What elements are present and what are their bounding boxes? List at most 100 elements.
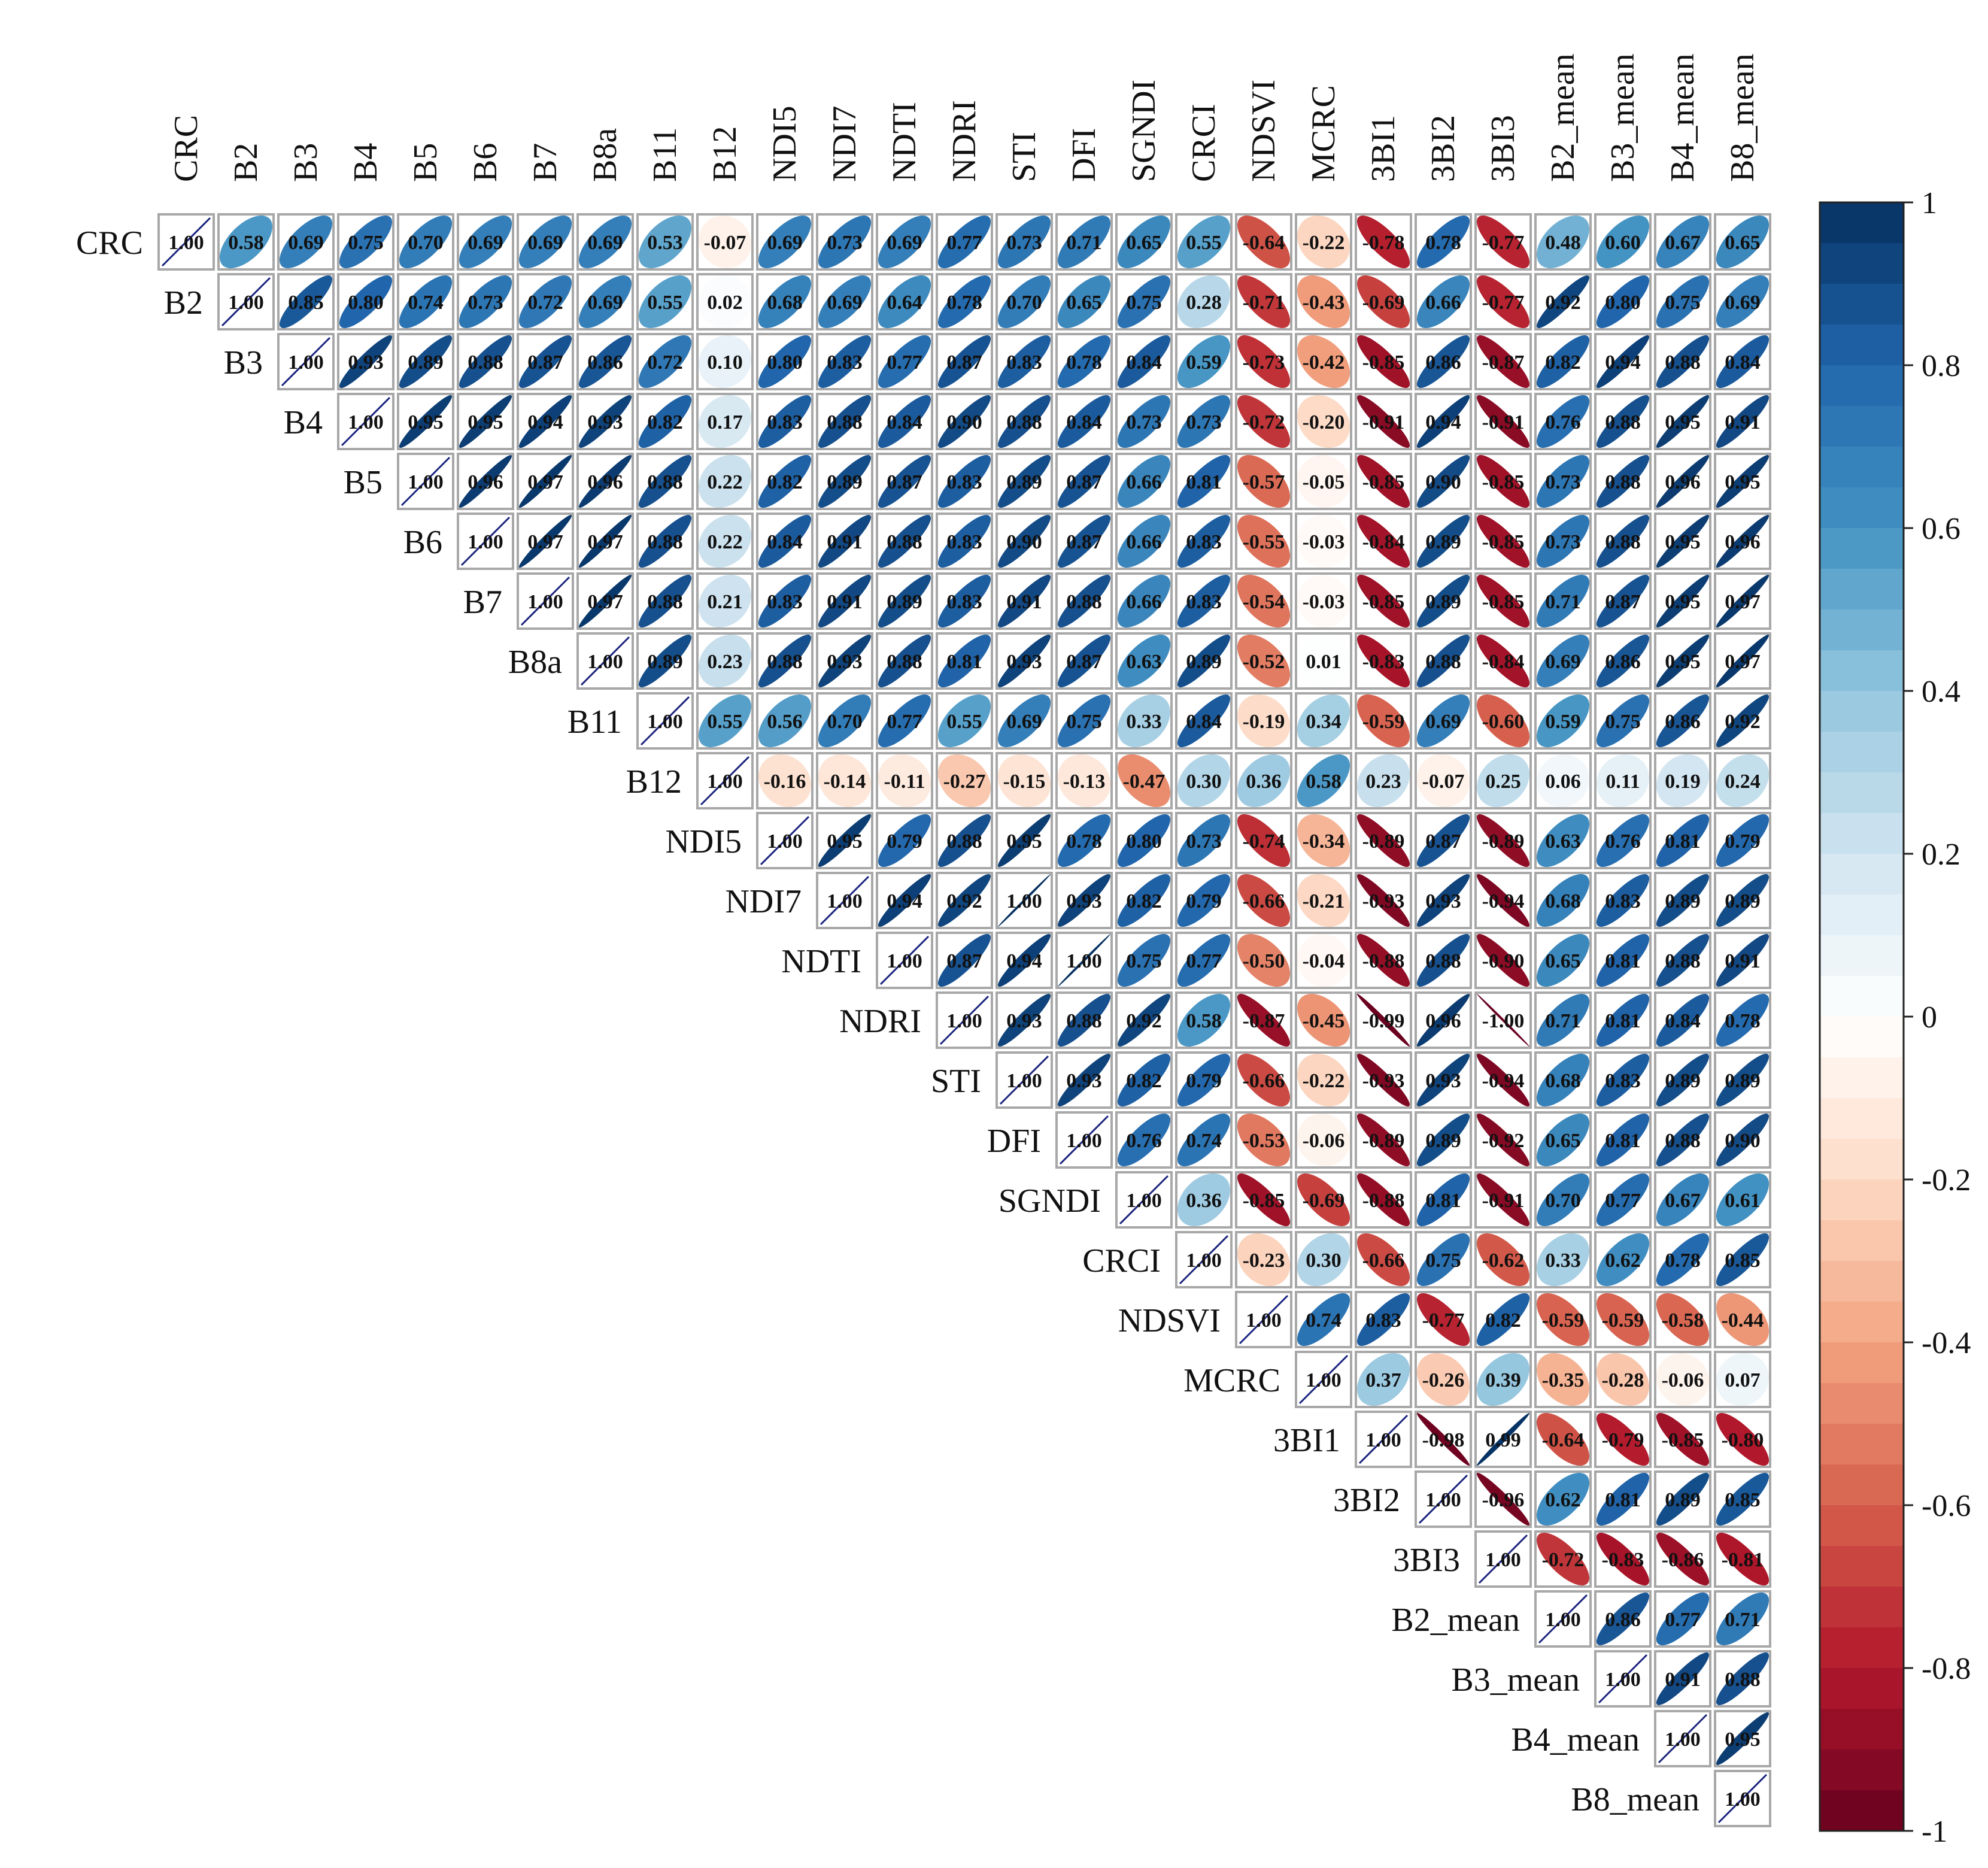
corr-value: -0.35 <box>1542 1369 1585 1391</box>
corr-cell: -0.16 <box>756 752 814 809</box>
corr-value: -0.85 <box>1362 351 1405 374</box>
row-label: NDSVI <box>1118 1302 1221 1339</box>
corr-cell: 0.87 <box>1594 572 1652 630</box>
corr-ellipse <box>1597 1173 1650 1226</box>
corr-cell: 0.74 <box>1295 1291 1352 1348</box>
corr-value: -0.06 <box>1303 1130 1345 1152</box>
corr-value: 0.91 <box>1006 591 1042 613</box>
corr-cell: 0.92 <box>1534 273 1592 330</box>
corr-cell: 0.94 <box>517 393 574 450</box>
corr-ellipse <box>1596 1233 1649 1286</box>
corr-ellipse <box>1297 215 1350 268</box>
corr-value: 0.74 <box>1186 1130 1222 1152</box>
corr-cell: 0.65 <box>1055 273 1113 330</box>
corr-value: 0.88 <box>1605 471 1641 493</box>
diagonal-mark <box>939 995 990 1045</box>
corr-ellipse <box>1716 934 1769 987</box>
corr-value: -0.64 <box>1542 1429 1585 1451</box>
corr-value: 0.66 <box>1126 591 1162 613</box>
corr-value: 0.53 <box>647 232 683 254</box>
corr-value: 1.00 <box>1306 1369 1341 1391</box>
corr-ellipse <box>1118 874 1171 927</box>
corr-ellipse <box>1716 994 1769 1047</box>
corr-cell: 0.61 <box>1714 1171 1771 1229</box>
corr-cell: 0.95 <box>457 393 514 450</box>
corr-value: 0.89 <box>1425 591 1461 613</box>
corr-value: 0.82 <box>767 471 803 493</box>
corr-value: -0.92 <box>1482 1130 1525 1152</box>
corr-value: 0.73 <box>1545 531 1581 553</box>
corr-value: 0.95 <box>1725 471 1761 493</box>
corr-ellipse <box>1656 275 1709 329</box>
corr-ellipse <box>1297 934 1350 987</box>
corr-ellipse <box>1596 695 1649 748</box>
corr-cell: 0.95 <box>995 812 1053 869</box>
corr-cell: -0.85 <box>1355 453 1412 510</box>
corr-ellipse <box>1476 933 1529 987</box>
corr-value: 0.85 <box>1725 1250 1761 1272</box>
corr-cell: -0.83 <box>1355 632 1412 690</box>
corr-cell: 0.91 <box>1714 393 1771 450</box>
corr-value: 0.66 <box>1425 292 1461 314</box>
corr-ellipse <box>818 215 872 268</box>
corr-value: 1.00 <box>647 711 683 733</box>
diagonal-mark <box>400 456 451 507</box>
corr-value: -0.60 <box>1482 711 1525 733</box>
corr-value: 1.00 <box>228 292 264 314</box>
corr-value: 0.01 <box>1306 651 1341 673</box>
corr-cell: 0.68 <box>1534 1051 1592 1109</box>
corr-value: -0.83 <box>1602 1549 1644 1571</box>
corr-ellipse <box>1057 814 1110 868</box>
corr-ellipse <box>339 275 392 329</box>
corr-ellipse <box>1716 695 1769 748</box>
corr-cell: 0.83 <box>1594 872 1652 929</box>
corr-cell: 0.79 <box>1175 1051 1233 1109</box>
col-label: B3_mean <box>1604 53 1641 182</box>
corr-value: 0.63 <box>1126 651 1162 673</box>
corr-cell: -0.88 <box>1355 1171 1412 1229</box>
corr-value: -0.79 <box>1602 1429 1644 1451</box>
corr-ellipse <box>878 634 931 687</box>
corr-value: 0.92 <box>1725 711 1761 733</box>
corr-ellipse <box>1656 1173 1709 1227</box>
corr-cell: 1.00 <box>277 333 335 390</box>
corr-cell: -0.44 <box>1714 1291 1771 1348</box>
corr-ellipse <box>578 275 632 329</box>
corr-cell: 1.00 <box>1175 1231 1233 1288</box>
row-label: B8a <box>508 644 562 681</box>
corr-value: 0.80 <box>348 292 384 314</box>
corr-cell: 0.58 <box>217 213 275 271</box>
corr-ellipse <box>1477 695 1530 748</box>
corr-ellipse <box>938 754 991 808</box>
corr-ellipse <box>1177 574 1231 627</box>
corr-value: -0.98 <box>1422 1429 1465 1451</box>
corr-value: 0.89 <box>408 351 444 374</box>
diagonal-mark <box>341 396 391 447</box>
corr-value: 0.69 <box>1006 711 1042 733</box>
corr-ellipse <box>1117 934 1170 987</box>
corr-value: -0.85 <box>1662 1429 1704 1451</box>
diagonal-mark <box>1478 1534 1528 1584</box>
corr-cell: 1.00 <box>936 991 993 1049</box>
corr-cell: -0.94 <box>1474 872 1532 929</box>
corr-value: 0.88 <box>1066 1010 1102 1032</box>
corr-ellipse <box>699 634 751 687</box>
corr-cell: 0.62 <box>1594 1231 1652 1288</box>
corr-ellipse <box>1357 754 1410 807</box>
corr-cell: 0.69 <box>995 692 1053 750</box>
corr-cell: -0.85 <box>1474 453 1532 510</box>
colorbar-band <box>1820 1668 1904 1709</box>
corr-value: 0.30 <box>1306 1250 1341 1272</box>
corr-cell: 0.87 <box>517 333 574 390</box>
corr-ellipse <box>1177 1054 1230 1107</box>
corr-value: -0.85 <box>1482 591 1525 613</box>
corr-ellipse <box>1416 216 1470 269</box>
corr-ellipse <box>997 574 1051 627</box>
colorbar-band <box>1820 854 1904 895</box>
corr-cell: -0.87 <box>1474 333 1532 390</box>
corr-cell: 0.33 <box>1534 1231 1592 1288</box>
corr-ellipse <box>938 395 991 448</box>
corr-cell: 1.00 <box>1055 1111 1113 1169</box>
corr-cell: 0.84 <box>1654 991 1711 1049</box>
corr-cell: 1.00 <box>1355 1411 1412 1468</box>
